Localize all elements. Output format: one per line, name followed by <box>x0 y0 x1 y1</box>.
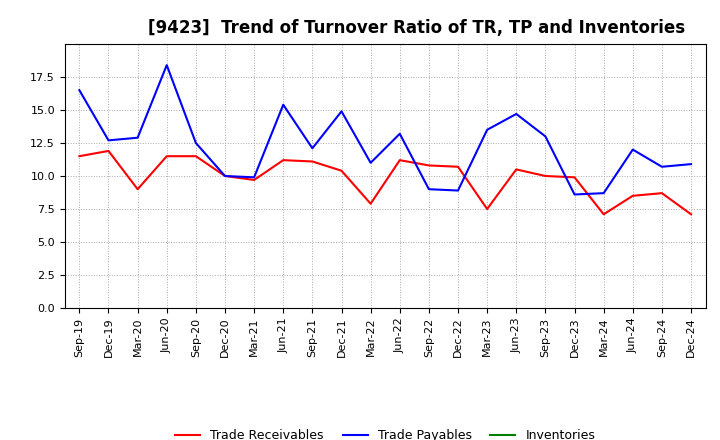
Trade Payables <box>104 138 113 143</box>
Trade Receivables <box>454 164 462 169</box>
Trade Receivables <box>279 158 287 163</box>
Trade Payables <box>308 146 317 151</box>
Trade Receivables <box>687 212 696 217</box>
Trade Payables <box>541 134 550 139</box>
Trade Receivables <box>163 154 171 159</box>
Trade Receivables <box>250 177 258 183</box>
Trade Receivables <box>483 206 492 212</box>
Trade Payables <box>366 160 375 165</box>
Trade Receivables <box>337 168 346 173</box>
Trade Payables <box>425 187 433 192</box>
Trade Receivables <box>541 173 550 179</box>
Trade Payables <box>599 191 608 196</box>
Trade Receivables <box>366 201 375 206</box>
Line: Trade Payables: Trade Payables <box>79 65 691 194</box>
Trade Receivables <box>425 163 433 168</box>
Trade Payables <box>220 173 229 179</box>
Trade Receivables <box>104 148 113 154</box>
Trade Payables <box>454 188 462 193</box>
Trade Payables <box>570 192 579 197</box>
Trade Receivables <box>512 167 521 172</box>
Trade Receivables <box>599 212 608 217</box>
Trade Receivables <box>570 175 579 180</box>
Legend: Trade Receivables, Trade Payables, Inventories: Trade Receivables, Trade Payables, Inven… <box>170 424 600 440</box>
Trade Receivables <box>133 187 142 192</box>
Text: [9423]  Trend of Turnover Ratio of TR, TP and Inventories: [9423] Trend of Turnover Ratio of TR, TP… <box>148 19 685 37</box>
Trade Payables <box>629 147 637 152</box>
Trade Receivables <box>657 191 666 196</box>
Line: Trade Receivables: Trade Receivables <box>79 151 691 214</box>
Trade Receivables <box>629 193 637 198</box>
Trade Payables <box>657 164 666 169</box>
Trade Receivables <box>395 158 404 163</box>
Trade Payables <box>512 111 521 117</box>
Trade Payables <box>687 161 696 167</box>
Trade Payables <box>192 140 200 146</box>
Trade Receivables <box>192 154 200 159</box>
Trade Payables <box>133 135 142 140</box>
Trade Payables <box>395 131 404 136</box>
Trade Receivables <box>75 154 84 159</box>
Trade Payables <box>250 175 258 180</box>
Trade Receivables <box>220 173 229 179</box>
Trade Receivables <box>308 159 317 164</box>
Trade Payables <box>279 102 287 107</box>
Trade Payables <box>483 127 492 132</box>
Trade Payables <box>337 109 346 114</box>
Trade Payables <box>75 88 84 93</box>
Trade Payables <box>163 62 171 68</box>
